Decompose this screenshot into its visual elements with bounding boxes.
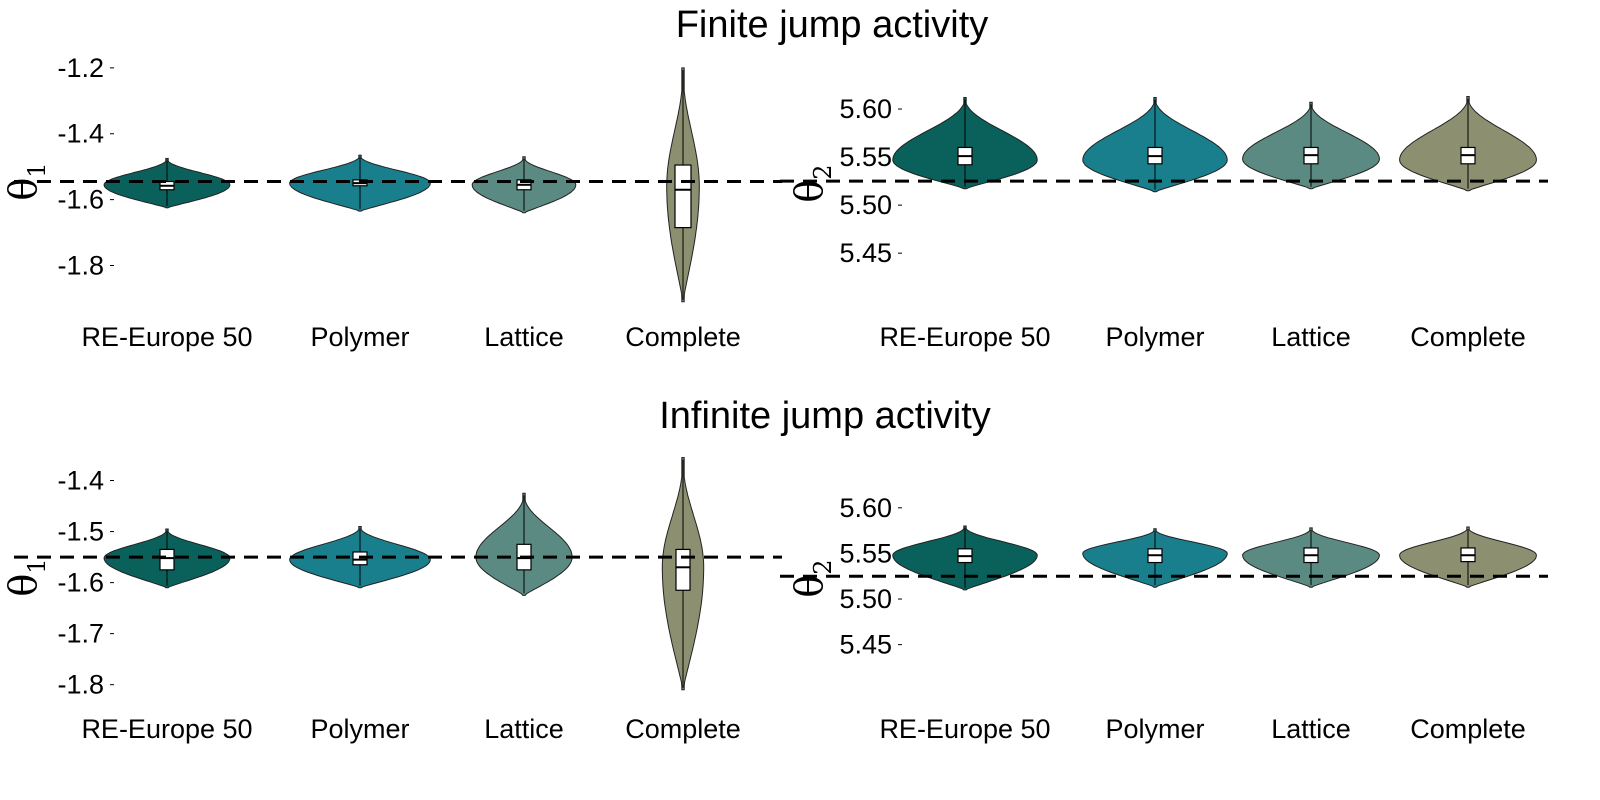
x-category-label: Lattice <box>484 322 564 352</box>
finite-section-title: Finite jump activity <box>676 4 989 46</box>
y-axis-label-subscript: 1 <box>23 162 51 177</box>
y-tick-label: 5.45 <box>839 630 892 660</box>
y-axis-label: θ1 <box>1 162 51 200</box>
y-tick-label: -1.6 <box>57 568 104 598</box>
y-tick-label: 5.60 <box>839 493 892 523</box>
y-tick-label: -1.2 <box>57 53 104 83</box>
y-tick-label: 5.55 <box>839 538 892 568</box>
x-category-label: Polymer <box>1105 322 1204 352</box>
y-tick-label: 5.55 <box>839 142 892 172</box>
x-category-label: RE-Europe 50 <box>879 322 1050 352</box>
y-axis-label-symbol: θ <box>1 178 45 201</box>
y-axis-label-subscript: 2 <box>809 559 837 574</box>
x-category-label: Polymer <box>310 714 409 744</box>
x-category-label: Complete <box>1410 322 1526 352</box>
y-tick-label: -1.4 <box>57 119 104 149</box>
box-iqr <box>675 548 691 591</box>
x-category-label: RE-Europe 50 <box>81 322 252 352</box>
infinite-section-title: Infinite jump activity <box>659 395 991 437</box>
y-axis-label-symbol: θ <box>787 180 831 203</box>
y-axis-label-subscript: 1 <box>23 558 51 573</box>
y-axis-label-subscript: 2 <box>809 164 837 179</box>
violin-panel-4: θ2 5.60 5.55 5.50 5.45 RE-Europe 50 Polymer Lat… <box>780 493 1548 744</box>
x-category-label: Polymer <box>310 322 409 352</box>
violin-panel-3: θ1 -1.4 -1.5 -1.6 -1.7 -1.8 RE-Europe 50 Polyme… <box>1 457 782 744</box>
violin-panel-2: θ2 5.60 5.55 5.50 5.45 RE-Europe 50 Polymer Lat… <box>780 94 1548 352</box>
y-tick-label: -1.6 <box>57 185 104 215</box>
x-category-label: Complete <box>625 714 741 744</box>
x-category-label: Lattice <box>1271 714 1351 744</box>
x-category-label: RE-Europe 50 <box>81 714 252 744</box>
violin-panel-1: θ1 -1.2 -1.4 -1.6 -1.8 RE-Europe 50 Polymer Lat… <box>1 53 782 352</box>
y-axis-label-symbol: θ <box>1 574 45 597</box>
box-iqr <box>674 164 692 229</box>
y-axis-label-symbol: θ <box>787 575 831 598</box>
y-tick-label: 5.50 <box>839 584 892 614</box>
y-tick-label: -1.8 <box>57 250 104 280</box>
x-category-label: Complete <box>1410 714 1526 744</box>
x-category-label: RE-Europe 50 <box>879 714 1050 744</box>
box-iqr <box>159 548 175 571</box>
y-tick-label: 5.60 <box>839 94 892 124</box>
y-tick-label: -1.5 <box>57 517 104 547</box>
y-tick-label: -1.7 <box>57 619 104 649</box>
x-category-label: Polymer <box>1105 714 1204 744</box>
y-axis-label: θ2 <box>787 559 837 597</box>
panels: θ1-1.2-1.4-1.6-1.8RE-Europe 50 Polymer Lat… <box>1 53 1548 744</box>
y-tick-label: 5.50 <box>839 190 892 220</box>
y-axis-label: θ2 <box>787 164 837 202</box>
y-tick-label: 5.45 <box>839 238 892 268</box>
x-category-label: Lattice <box>484 714 564 744</box>
y-tick-label: -1.8 <box>57 670 104 700</box>
y-tick-label: -1.4 <box>57 466 104 496</box>
y-axis-label: θ1 <box>1 558 51 596</box>
x-category-label: Complete <box>625 322 741 352</box>
x-category-label: Lattice <box>1271 322 1351 352</box>
